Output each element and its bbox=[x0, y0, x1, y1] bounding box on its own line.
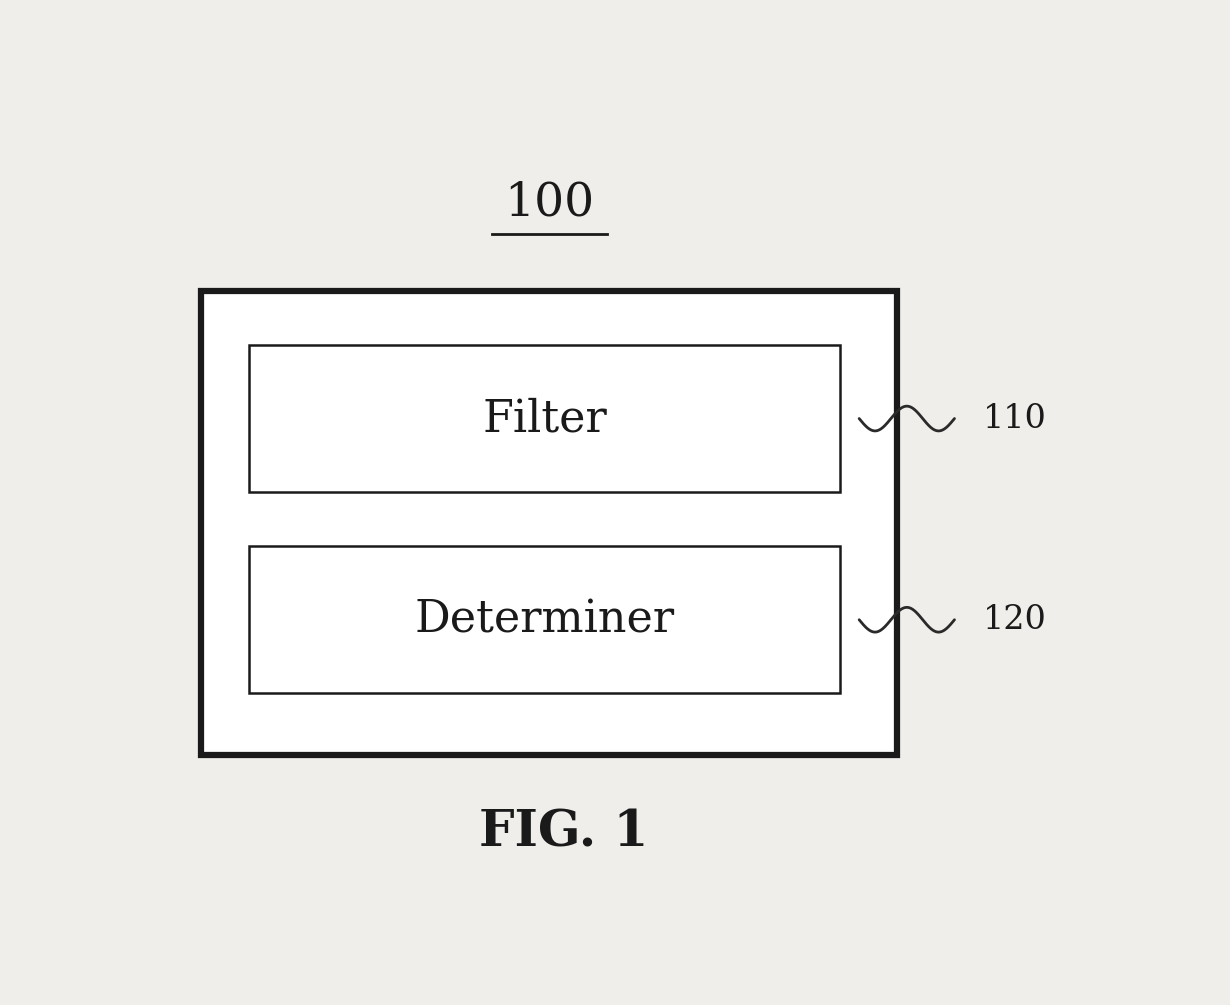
Text: 110: 110 bbox=[983, 403, 1047, 434]
Text: Determiner: Determiner bbox=[415, 598, 674, 641]
Text: FIG. 1: FIG. 1 bbox=[478, 808, 648, 857]
Text: Filter: Filter bbox=[482, 397, 606, 440]
Bar bbox=[248, 345, 840, 492]
Bar bbox=[202, 290, 897, 755]
Bar bbox=[248, 547, 840, 693]
Text: 120: 120 bbox=[983, 604, 1047, 636]
Text: 100: 100 bbox=[504, 180, 594, 225]
